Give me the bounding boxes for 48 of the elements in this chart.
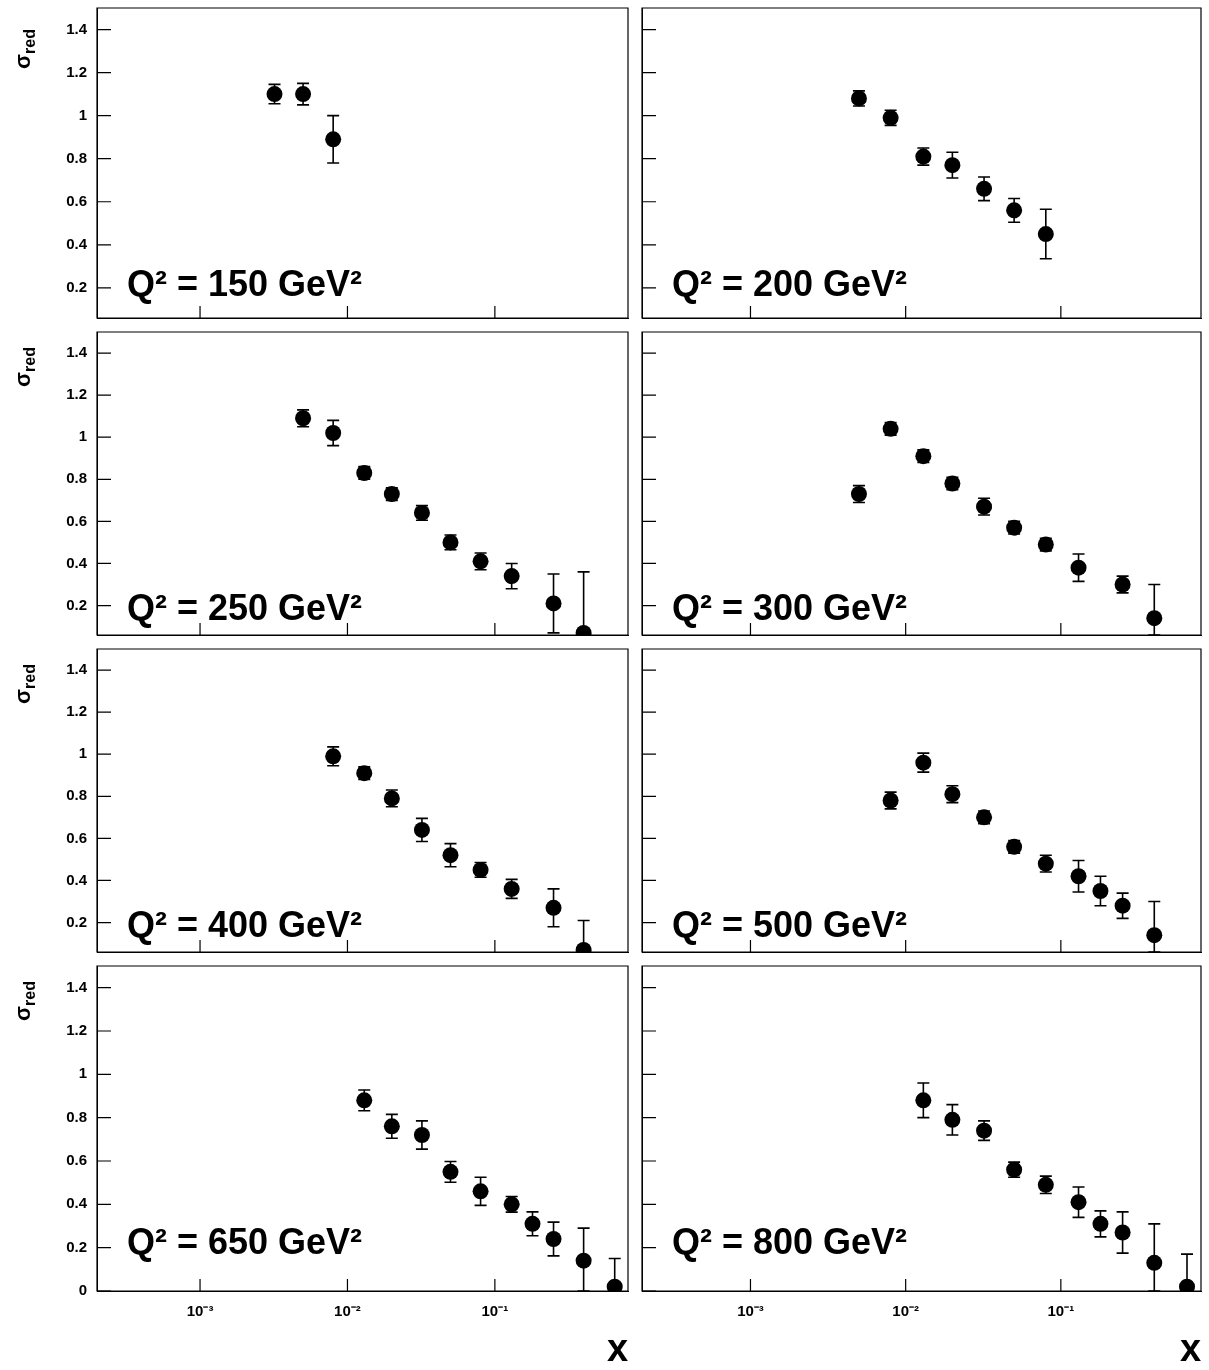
x-axis-title: x xyxy=(1180,1327,1202,1369)
x-tick-label: 10⁻³ xyxy=(737,1302,764,1320)
y-tick-label: 0.4 xyxy=(66,870,88,888)
y-tick-label: 0.6 xyxy=(66,828,87,846)
y-tick-label: 1.2 xyxy=(66,1021,87,1039)
y-tick-label: 1.4 xyxy=(66,19,88,37)
y-tick-label: 1.4 xyxy=(66,343,88,361)
text: Q² = 400 GeV² xyxy=(127,904,363,945)
text: Q² = 200 GeV² xyxy=(672,263,908,304)
y-tick-label: 0.8 xyxy=(66,1107,87,1125)
text: Q² = 500 GeV² xyxy=(672,904,908,945)
text: Q² = 800 GeV² xyxy=(672,1221,908,1262)
y-tick-label: 1.2 xyxy=(66,385,87,403)
y-tick-label: 0.8 xyxy=(66,148,87,166)
y-tick-label: 0.2 xyxy=(66,595,87,613)
point xyxy=(944,157,961,174)
y-tick-label: 1 xyxy=(78,427,87,445)
text: Q² = 300 GeV² xyxy=(672,587,908,628)
y-tick-label: 0.6 xyxy=(66,191,87,209)
x-tick-label: 10⁻³ xyxy=(186,1302,214,1320)
point xyxy=(442,847,459,864)
y-tick-label: 0.2 xyxy=(66,278,87,295)
x-tick-label: 10⁻² xyxy=(892,1302,920,1320)
y-tick-label: 1 xyxy=(78,1064,87,1082)
y-tick-label: 0.6 xyxy=(66,511,87,529)
y-tick-label: 0.8 xyxy=(66,469,87,487)
y-tick-label: 1.2 xyxy=(66,702,87,720)
point xyxy=(503,568,520,585)
y-tick-label: 0.8 xyxy=(66,786,87,804)
y-tick-label: 1 xyxy=(78,744,87,762)
y-tick-label: 0.4 xyxy=(66,234,88,252)
x-tick-label: 10⁻² xyxy=(334,1302,361,1320)
text: Q² = 150 GeV² xyxy=(127,263,363,304)
y-tick-label: 0.6 xyxy=(66,1151,87,1169)
y-tick-label: 0.2 xyxy=(66,912,87,930)
y-tick-label: 0.4 xyxy=(66,553,88,571)
x-tick-label: 10⁻¹ xyxy=(481,1302,509,1320)
x-axis-title: x xyxy=(607,1327,629,1369)
y-tick-label: 1.4 xyxy=(66,660,88,678)
text: Q² = 650 GeV² xyxy=(127,1221,363,1262)
y-tick-label: 0.4 xyxy=(66,1194,88,1212)
y-tick-label: 0.2 xyxy=(66,1237,87,1255)
x-tick-label: 10⁻¹ xyxy=(1047,1302,1075,1320)
y-tick-label: 1 xyxy=(78,105,87,123)
y-tick-label: 0 xyxy=(78,1281,87,1299)
text: Q² = 250 GeV² xyxy=(127,587,363,628)
y-tick-label: 1.4 xyxy=(66,977,88,995)
y-tick-label: 1.2 xyxy=(66,62,87,80)
